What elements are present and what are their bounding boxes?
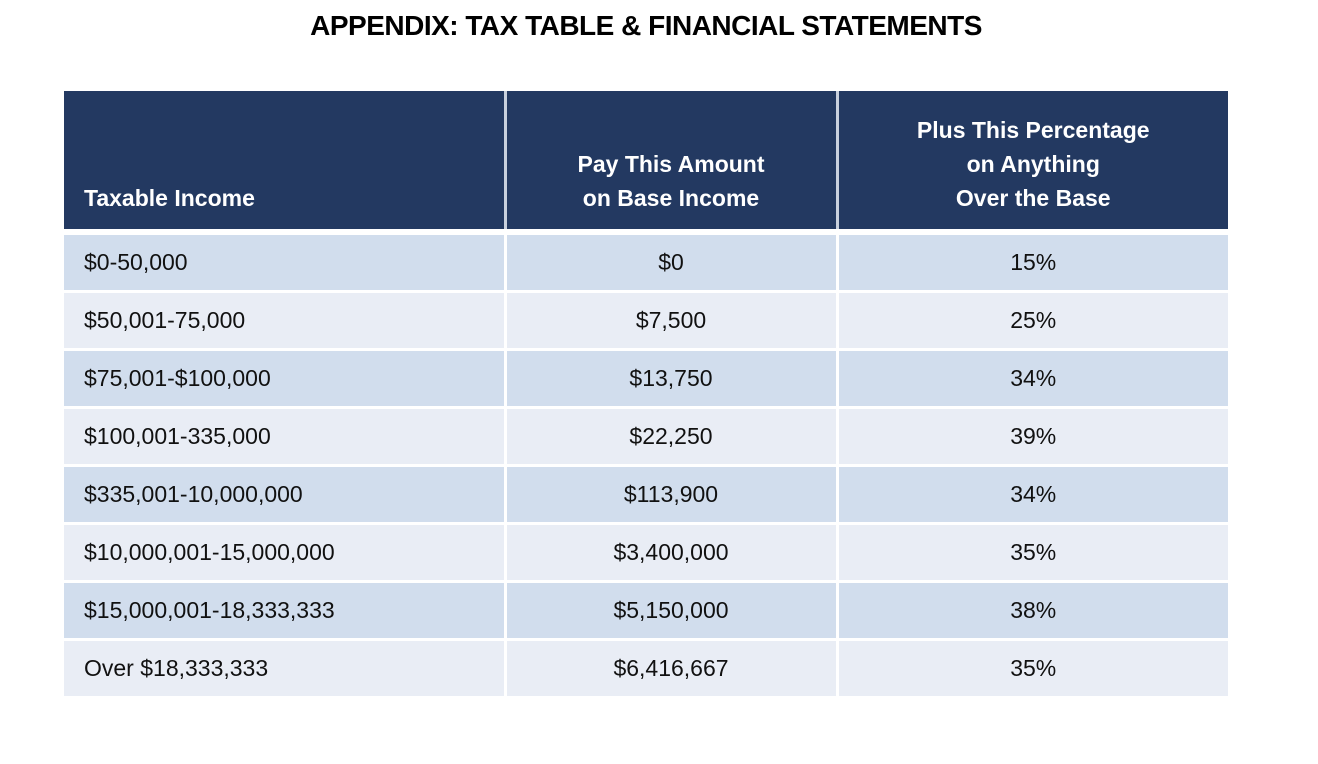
tax-table: Taxable Income Pay This Amount on Base I… <box>64 91 1228 696</box>
table-row: $75,001-$100,000 $13,750 34% <box>64 348 1228 408</box>
cell-percentage: 34% <box>837 348 1228 408</box>
cell-percentage: 39% <box>837 406 1228 466</box>
cell-taxable-income: $75,001-$100,000 <box>64 348 507 408</box>
cell-base-amount: $7,500 <box>505 290 839 350</box>
cell-taxable-income: Over $18,333,333 <box>64 638 507 696</box>
cell-percentage: 15% <box>837 229 1228 292</box>
cell-percentage: 38% <box>837 580 1228 640</box>
header-taxable-income: Taxable Income <box>64 91 507 232</box>
cell-taxable-income: $0-50,000 <box>64 229 507 292</box>
table-row: $335,001-10,000,000 $113,900 34% <box>64 464 1228 524</box>
cell-percentage: 25% <box>837 290 1228 350</box>
cell-base-amount: $6,416,667 <box>505 638 839 696</box>
header-base-amount: Pay This Amount on Base Income <box>505 91 839 232</box>
cell-base-amount: $113,900 <box>505 464 839 524</box>
table-row: $50,001-75,000 $7,500 25% <box>64 290 1228 350</box>
page-title: APPENDIX: TAX TABLE & FINANCIAL STATEMEN… <box>310 10 982 41</box>
table-row: $0-50,000 $0 15% <box>64 229 1228 292</box>
cell-percentage: 35% <box>837 522 1228 582</box>
cell-percentage: 34% <box>837 464 1228 524</box>
cell-base-amount: $5,150,000 <box>505 580 839 640</box>
cell-taxable-income: $335,001-10,000,000 <box>64 464 507 524</box>
cell-taxable-income: $15,000,001-18,333,333 <box>64 580 507 640</box>
cell-base-amount: $22,250 <box>505 406 839 466</box>
table-row: $10,000,001-15,000,000 $3,400,000 35% <box>64 522 1228 582</box>
table-header-row: Taxable Income Pay This Amount on Base I… <box>64 91 1228 232</box>
cell-taxable-income: $10,000,001-15,000,000 <box>64 522 507 582</box>
cell-base-amount: $13,750 <box>505 348 839 408</box>
table-row: Over $18,333,333 $6,416,667 35% <box>64 638 1228 696</box>
cell-taxable-income: $100,001-335,000 <box>64 406 507 466</box>
cell-percentage: 35% <box>837 638 1228 696</box>
cell-base-amount: $0 <box>505 229 839 292</box>
table-row: $100,001-335,000 $22,250 39% <box>64 406 1228 466</box>
cell-taxable-income: $50,001-75,000 <box>64 290 507 350</box>
header-percentage: Plus This Percentage on Anything Over th… <box>837 91 1228 232</box>
table-row: $15,000,001-18,333,333 $5,150,000 38% <box>64 580 1228 640</box>
cell-base-amount: $3,400,000 <box>505 522 839 582</box>
